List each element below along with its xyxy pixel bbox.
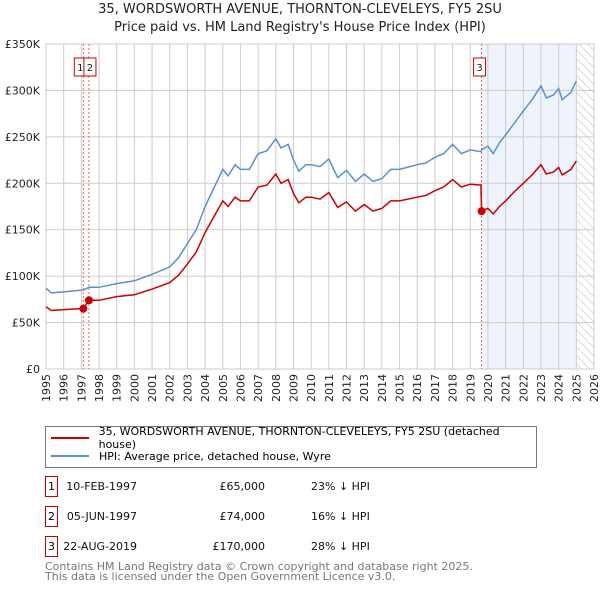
plot-frame bbox=[45, 43, 595, 370]
x-tick-label: 2001 bbox=[146, 374, 159, 402]
x-tick-label: 2009 bbox=[287, 374, 300, 402]
legend-swatch-blue bbox=[51, 455, 89, 457]
sale-point bbox=[477, 207, 486, 216]
x-tick-label: 2008 bbox=[270, 374, 283, 402]
property-line bbox=[45, 160, 577, 312]
transaction-marker: 3 bbox=[45, 536, 58, 557]
x-tick-label: 2015 bbox=[394, 374, 407, 402]
transaction-hpi-diff: 16% ↓ HPI bbox=[311, 510, 370, 523]
legend-item-hpi: HPI: Average price, detached house, Wyre bbox=[51, 448, 331, 464]
legend-label: 35, WORDSWORTH AVENUE, THORNTON-CLEVELEY… bbox=[98, 425, 500, 451]
x-tick-label: 2004 bbox=[199, 374, 212, 402]
footer-copyright: Contains HM Land Registry data © Crown c… bbox=[45, 560, 473, 573]
x-tick-label: 2017 bbox=[429, 374, 442, 402]
hatched-region bbox=[576, 44, 594, 369]
transaction-date: 10-FEB-1997 bbox=[66, 480, 137, 493]
sale-label: 1 bbox=[77, 63, 83, 74]
x-tick-label: 2025 bbox=[570, 374, 583, 402]
hpi-line bbox=[45, 80, 577, 294]
x-tick-label: 2014 bbox=[376, 374, 389, 402]
chart-title: 35, WORDSWORTH AVENUE, THORNTON-CLEVELEY… bbox=[98, 2, 502, 17]
y-tick-label: £250K bbox=[5, 131, 41, 144]
y-tick-label: £50K bbox=[12, 317, 41, 330]
legend: 35, WORDSWORTH AVENUE, THORNTON-CLEVELEY… bbox=[45, 425, 537, 468]
x-tick-label: 2024 bbox=[553, 374, 566, 402]
x-tick-label: 1996 bbox=[58, 374, 71, 402]
x-tick-label: 2007 bbox=[252, 374, 265, 402]
y-tick-label: £300K bbox=[5, 84, 41, 97]
transaction-price: £74,000 bbox=[219, 510, 266, 523]
transaction-price: £170,000 bbox=[212, 540, 266, 553]
transaction-hpi-diff: 23% ↓ HPI bbox=[311, 480, 370, 493]
x-tick-label: 2016 bbox=[411, 374, 424, 402]
transaction-hpi-diff: 28% ↓ HPI bbox=[311, 540, 370, 553]
transaction-marker: 1 bbox=[45, 476, 58, 497]
footer-licence: This data is licensed under the Open Gov… bbox=[45, 570, 396, 583]
x-tick-label: 1998 bbox=[93, 374, 106, 402]
transaction-marker: 2 bbox=[45, 506, 58, 527]
y-tick-label: £150K bbox=[5, 224, 41, 237]
chart-subtitle: Price paid vs. HM Land Registry's House … bbox=[114, 20, 486, 35]
x-tick-label: 2026 bbox=[588, 374, 600, 402]
shaded-region bbox=[481, 44, 577, 369]
legend-item-property: 35, WORDSWORTH AVENUE, THORNTON-CLEVELEY… bbox=[51, 425, 536, 451]
x-tick-label: 2023 bbox=[535, 374, 548, 402]
x-tick-label: 2021 bbox=[500, 374, 513, 402]
x-tick-label: 2000 bbox=[128, 374, 141, 402]
x-tick-label: 1997 bbox=[75, 374, 88, 402]
chart: 1995 1996 1997 1998 1999 2000 2001 2002 2003 2004… bbox=[5, 38, 600, 402]
x-tick-label: 2010 bbox=[305, 374, 318, 402]
x-tick-label: 1999 bbox=[111, 374, 124, 402]
x-tick-label: 2018 bbox=[447, 374, 460, 402]
sale-label: 2 bbox=[87, 63, 93, 74]
sale-point bbox=[84, 296, 93, 305]
x-tick-label: 2011 bbox=[323, 374, 336, 402]
legend-label: HPI: Average price, detached house, Wyre bbox=[99, 449, 331, 463]
transaction-date: 22-AUG-2019 bbox=[63, 540, 137, 553]
x-tick-label: 2013 bbox=[358, 374, 371, 402]
sale-label-box bbox=[83, 57, 97, 77]
y-tick-label: £350K bbox=[5, 38, 41, 51]
x-tick-label: 2012 bbox=[341, 374, 354, 402]
x-tick-label: 1995 bbox=[40, 374, 53, 402]
y-tick-label: £100K bbox=[5, 270, 41, 283]
x-tick-label: 2002 bbox=[164, 374, 177, 402]
x-tick-label: 2022 bbox=[517, 374, 530, 402]
sale-label: 3 bbox=[476, 63, 482, 74]
x-tick-label: 2003 bbox=[181, 374, 194, 402]
x-tick-label: 2020 bbox=[482, 374, 495, 402]
y-tick-label: £0 bbox=[26, 363, 40, 376]
sale-label-box bbox=[473, 57, 487, 77]
x-tick-label: 2006 bbox=[234, 374, 247, 402]
x-tick-label: 2005 bbox=[217, 374, 230, 402]
transaction-date: 05-JUN-1997 bbox=[66, 510, 137, 523]
sale-point bbox=[79, 304, 88, 313]
x-tick-label: 2019 bbox=[464, 374, 477, 402]
transaction-price: £65,000 bbox=[219, 480, 266, 493]
legend-swatch-red bbox=[51, 437, 89, 439]
y-tick-label: £200K bbox=[5, 177, 41, 190]
